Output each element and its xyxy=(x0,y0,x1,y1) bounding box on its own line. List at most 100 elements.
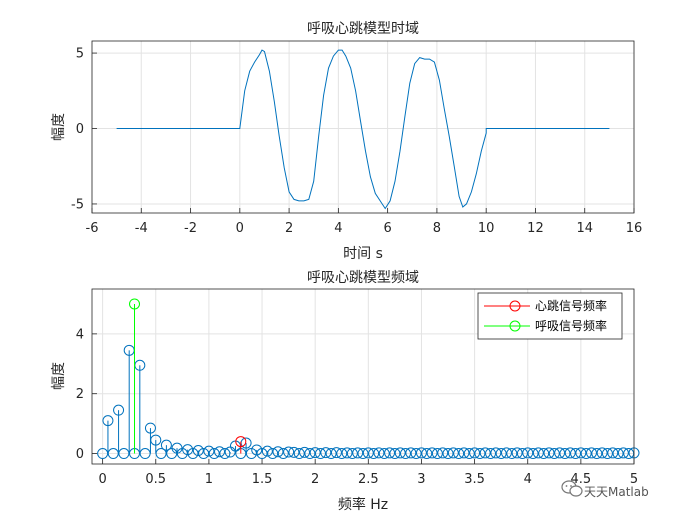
freq-x-tick-label: 2 xyxy=(311,472,319,487)
spectrum-stem-marker xyxy=(426,447,438,459)
legend-entry-heartbeat: 心跳信号频率 xyxy=(484,298,607,313)
freq-chart-title: 呼吸心跳模型频域 xyxy=(307,270,419,286)
time-y-tick-label: 0 xyxy=(76,122,84,137)
freq-x-tick-label: 3.5 xyxy=(464,472,485,487)
spectrum-stem-marker xyxy=(500,447,512,459)
spectrum-stem-marker xyxy=(330,447,342,459)
freq-x-tick-label: 1.5 xyxy=(252,472,273,487)
time-domain-axes: -6 -4 -2 0 2 4 6 8 10 12 14 16 -5 0 5 呼吸心跳模型时域 时间 s 幅度 xyxy=(51,21,642,262)
spectrum-stem-marker xyxy=(288,446,300,458)
freq-x-tick-label: 0.5 xyxy=(145,472,166,487)
freq-y-tick-label: 2 xyxy=(76,387,84,402)
spectrum-stem-marker xyxy=(564,447,576,459)
time-x-tick-label: 2 xyxy=(285,221,293,236)
spectrum-stem-marker xyxy=(362,447,374,459)
spectrum-stem-marker xyxy=(469,447,481,459)
time-x-tick-label: 16 xyxy=(626,221,643,236)
freq-legend: 心跳信号频率 呼吸信号频率 xyxy=(477,292,623,340)
spectrum-stem-marker xyxy=(352,447,364,459)
freq-tick-labels: 0 0.5 1 1.5 2 2.5 3 3.5 4 4.5 5 0 2 4 xyxy=(76,327,638,487)
time-y-tick-label: 5 xyxy=(76,47,84,62)
spectrum-stem-marker xyxy=(394,447,406,459)
legend-box xyxy=(477,292,623,340)
freq-stems xyxy=(97,298,640,460)
spectrum-stem-marker xyxy=(596,447,608,459)
spectrum-stem-marker xyxy=(272,446,284,458)
time-x-tick-label: -6 xyxy=(86,221,99,236)
legend-marker-heartbeat xyxy=(509,300,521,312)
time-signal-line xyxy=(116,49,610,210)
freq-y-tick-label: 0 xyxy=(76,447,84,462)
spectrum-stem-marker xyxy=(490,447,502,459)
time-axes-box xyxy=(91,40,635,214)
freq-x-tick-label: 4.5 xyxy=(571,472,592,487)
spectrum-stem-marker xyxy=(575,447,587,459)
freq-y-axis-label: 幅度 xyxy=(51,362,67,390)
spectrum-stem-marker xyxy=(214,446,226,458)
legend-entry-respiration: 呼吸信号频率 xyxy=(484,318,607,333)
spectrum-stem-marker xyxy=(479,447,491,459)
watermark-text: 天天Matlab xyxy=(584,485,649,499)
spectrum-stem-marker xyxy=(150,434,162,446)
time-x-tick-label: 14 xyxy=(576,221,593,236)
spectrum-stem-marker xyxy=(617,447,629,459)
time-x-tick-label: 6 xyxy=(383,221,391,236)
spectrum-stem-marker xyxy=(144,422,156,434)
time-x-tick-label: 10 xyxy=(478,221,495,236)
spectrum-stem-marker xyxy=(299,446,311,458)
legend-label-respiration: 呼吸信号频率 xyxy=(535,318,607,333)
watermark: 天天Matlab xyxy=(561,480,649,499)
freq-x-axis-label: 频率 Hz xyxy=(338,496,388,513)
spectrum-stem-marker xyxy=(373,447,385,459)
freq-x-tick-label: 3 xyxy=(417,472,425,487)
spectrum-stem-marker xyxy=(320,447,332,459)
spectrum-stem-marker xyxy=(192,445,204,457)
spectrum-stem-marker xyxy=(203,445,215,457)
spectrum-stem-marker xyxy=(511,447,523,459)
time-chart-title: 呼吸心跳模型时域 xyxy=(307,21,419,37)
spectrum-stem-marker xyxy=(405,447,417,459)
freq-x-tick-label: 2.5 xyxy=(358,472,379,487)
spectrum-stem-marker xyxy=(585,447,597,459)
wechat-icon xyxy=(561,480,583,497)
spectrum-stem-marker xyxy=(113,404,125,416)
spectrum-stem-marker xyxy=(554,447,566,459)
spectrum-stem-marker xyxy=(543,447,555,459)
spectrum-stem-marker xyxy=(458,447,470,459)
time-plot-area xyxy=(92,41,634,213)
freq-axes-box xyxy=(91,288,635,465)
respiration-stem-marker xyxy=(129,298,141,310)
freq-x-tick-label: 4 xyxy=(524,472,532,487)
time-x-tick-label: 12 xyxy=(527,221,544,236)
legend-marker-respiration xyxy=(509,320,521,332)
spectrum-stem-marker xyxy=(341,447,353,459)
heartbeat-stem-marker xyxy=(235,436,247,448)
freq-x-tick-label: 1 xyxy=(205,472,213,487)
time-x-axis-label: 时间 s xyxy=(343,246,383,262)
freq-x-tick-label: 0 xyxy=(98,472,106,487)
time-x-tick-label: 0 xyxy=(236,221,244,236)
time-x-tick-label: -4 xyxy=(135,221,148,236)
freq-x-tick-label: 5 xyxy=(630,472,638,487)
spectrum-stem-marker xyxy=(384,447,396,459)
spectrum-stem-marker xyxy=(309,447,321,459)
spectrum-stem-marker xyxy=(437,447,449,459)
legend-label-heartbeat: 心跳信号频率 xyxy=(535,298,607,313)
spectrum-stem-marker xyxy=(415,447,427,459)
time-x-tick-label: 8 xyxy=(433,221,441,236)
spectrum-stem-marker xyxy=(607,447,619,459)
time-x-tick-label: -2 xyxy=(184,221,197,236)
spectrum-stem-marker xyxy=(283,446,295,458)
time-y-axis-label: 幅度 xyxy=(51,113,67,141)
spectrum-stem-marker xyxy=(447,447,459,459)
time-y-tick-label: -5 xyxy=(71,197,84,212)
spectrum-stem-marker xyxy=(160,439,172,451)
spectrum-stem-marker xyxy=(102,415,114,427)
spectrum-stem-marker xyxy=(532,447,544,459)
time-x-tick-label: 4 xyxy=(334,221,342,236)
time-tick-labels: -6 -4 -2 0 2 4 6 8 10 12 14 16 -5 0 5 xyxy=(71,47,642,236)
freq-y-tick-label: 4 xyxy=(76,327,84,342)
spectrum-stem-marker xyxy=(261,445,273,457)
